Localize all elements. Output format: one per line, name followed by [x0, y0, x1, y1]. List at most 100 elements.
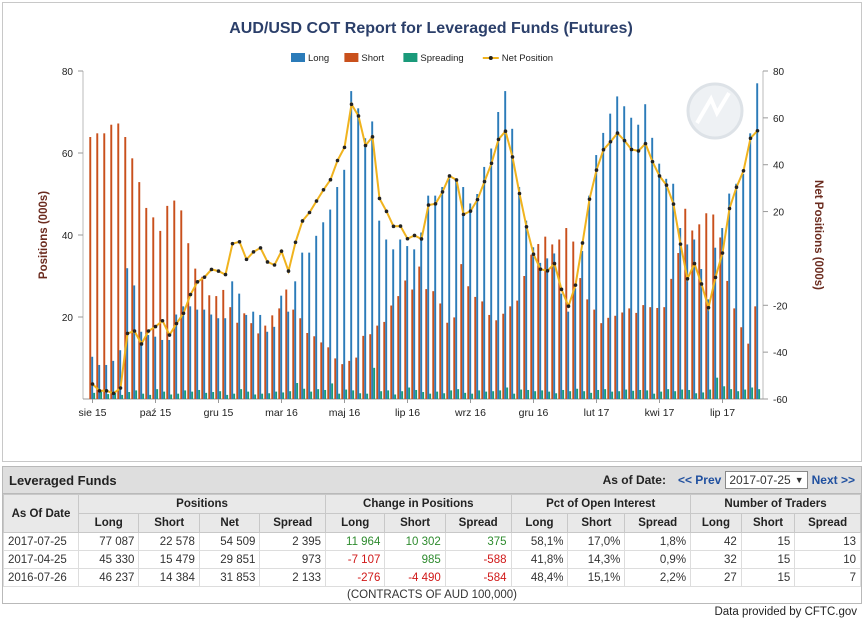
long-bar: [287, 311, 290, 399]
spreading-bar: [639, 389, 642, 399]
net-position-point: [482, 179, 487, 184]
spreading-bar: [450, 390, 453, 399]
short-bar: [719, 237, 722, 399]
short-bar: [607, 317, 610, 399]
spreading-bar: [310, 391, 313, 399]
spreading-bar: [93, 392, 96, 399]
long-bar: [749, 133, 752, 399]
long-bar: [315, 235, 318, 399]
row-cell: 10: [794, 550, 861, 569]
spreading-bar: [352, 390, 355, 399]
row-cell: -588: [444, 550, 512, 569]
short-bar: [537, 244, 540, 399]
next-button[interactable]: Next >>: [811, 473, 855, 487]
y-tick-label: 20: [62, 313, 74, 324]
net-position-point: [384, 209, 389, 214]
net-position-point: [538, 267, 543, 272]
short-bar: [432, 291, 435, 399]
net-position-point: [615, 131, 620, 135]
long-bar: [364, 138, 367, 400]
short-bar: [481, 301, 484, 399]
net-position-point: [104, 389, 109, 393]
short-bar: [649, 307, 652, 399]
net-position-point: [685, 277, 690, 281]
short-bar: [691, 230, 694, 399]
short-bar: [257, 333, 260, 399]
row-cell: 11 964: [325, 532, 386, 551]
net-position-point: [692, 261, 697, 266]
spreading-bar: [247, 391, 250, 399]
table-header-bar: Leveraged Funds As of Date: << Prev 2017…: [3, 467, 861, 494]
net-position-point: [405, 236, 410, 241]
long-bar: [140, 331, 143, 399]
sub-header-9: Spread: [624, 513, 692, 533]
spreading-bar: [408, 387, 411, 399]
net-position-point: [678, 242, 683, 246]
short-bar: [243, 313, 246, 399]
row-cell: 13: [794, 532, 861, 551]
short-bar: [131, 158, 134, 399]
row-cell: 45 330: [77, 550, 140, 569]
table-body: 2017-07-25 77 087 22 578 54 509 2 395 11 964 1…: [3, 532, 861, 587]
long-bar: [231, 281, 234, 399]
short-bar: [530, 254, 533, 399]
short-bar: [215, 296, 218, 399]
net-position-point: [265, 260, 270, 264]
short-bar: [250, 323, 253, 399]
prev-button[interactable]: << Prev: [677, 473, 722, 487]
x-tick-label: wrz 16: [454, 407, 486, 419]
long-bar: [420, 232, 423, 399]
spreading-bar: [380, 391, 383, 399]
net-position-point: [370, 135, 375, 139]
legend-label-2: Spreading: [420, 53, 463, 64]
short-bar: [320, 342, 323, 399]
short-bar: [327, 347, 330, 399]
net-position-point: [580, 241, 585, 245]
row-cell: 54 509: [198, 532, 261, 551]
net-position-point: [335, 158, 340, 163]
net-position-point: [713, 275, 718, 280]
header-positions: Positions: [77, 494, 327, 514]
long-bar: [280, 295, 283, 399]
date-select[interactable]: 2017-07-25 ▼: [725, 471, 808, 489]
short-bar: [222, 289, 225, 399]
spreading-bar: [100, 391, 103, 399]
short-bar: [404, 280, 407, 399]
net-position-point: [223, 272, 228, 277]
short-bar: [138, 182, 141, 399]
net-position-point: [279, 249, 284, 253]
spreading-bar: [513, 393, 516, 399]
long-bar: [623, 106, 626, 399]
net-position-point: [706, 305, 711, 310]
short-bar: [187, 243, 190, 399]
sub-header-5: Short: [384, 513, 446, 533]
y2-axis-title: Net Positions (000s): [812, 180, 824, 290]
long-bar: [252, 311, 255, 399]
spreading-bar: [142, 393, 145, 399]
long-bar: [294, 281, 297, 399]
row-cell: 22 578: [138, 532, 200, 551]
header-change-in-positions: Change in Positions: [325, 494, 512, 514]
x-tick-label: gru 16: [519, 407, 549, 419]
long-bar: [105, 364, 108, 399]
legend-marker-3: [488, 56, 493, 60]
cot-data-table: As Of Date Positions Change in Positions…: [3, 494, 861, 587]
date-navigator: As of Date: << Prev 2017-07-25 ▼ Next >>: [603, 471, 855, 489]
spreading-bar: [492, 391, 495, 399]
legend-label-0: Long: [308, 53, 329, 64]
spreading-bar: [632, 390, 635, 399]
spreading-bar: [499, 390, 502, 399]
short-bar: [635, 312, 638, 399]
spreading-bar: [625, 389, 628, 399]
cot-table-panel: Leveraged Funds As of Date: << Prev 2017…: [2, 466, 862, 604]
long-bar: [483, 166, 486, 399]
row-cell: 7: [794, 568, 861, 587]
row-cell: 77 087: [77, 532, 140, 551]
long-bar: [329, 209, 332, 399]
short-bar: [453, 317, 456, 399]
x-tick-label: sie 15: [78, 407, 106, 419]
legend-swatch-0: [291, 53, 305, 62]
sub-header-7: Long: [510, 513, 569, 533]
long-bar: [392, 249, 395, 399]
short-bar: [614, 315, 617, 399]
